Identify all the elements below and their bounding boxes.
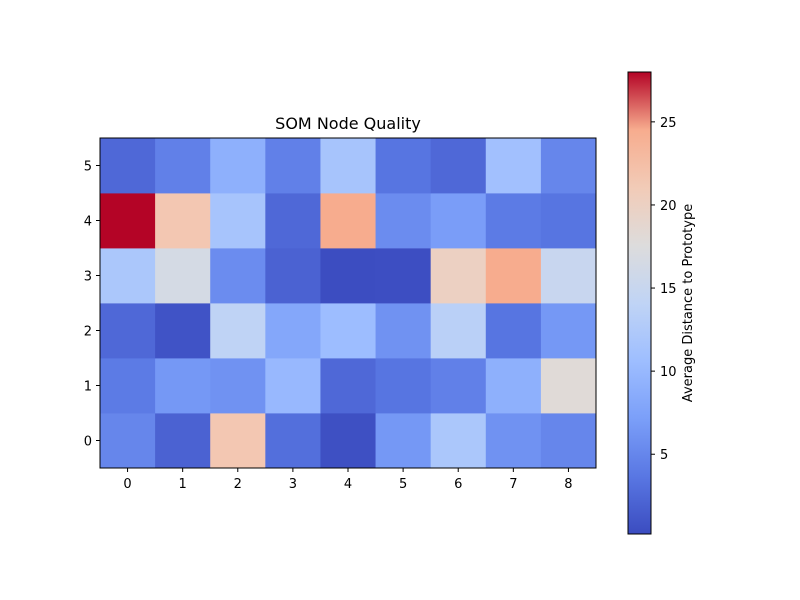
heatmap-cell (320, 193, 376, 249)
x-axis: 0 1 2 3 4 5 6 7 8 (123, 468, 573, 492)
colorbar (627, 71, 652, 535)
heatmap-cell (540, 413, 597, 469)
heatmap-cell (155, 358, 211, 414)
chart-title: SOM Node Quality (275, 114, 421, 133)
heatmap-cell (265, 413, 321, 469)
y-tick-label: 1 (84, 380, 92, 395)
heatmap-cell (320, 358, 376, 414)
heatmap-cell (320, 413, 376, 469)
x-tick-label: 2 (234, 477, 242, 492)
y-tick-label: 2 (84, 325, 92, 340)
heatmap-cell (210, 138, 266, 194)
x-tick-label: 4 (344, 477, 352, 492)
x-tick-label: 5 (399, 477, 407, 492)
heatmap-cell (430, 303, 487, 359)
heatmap-cell (265, 248, 321, 304)
heatmap-cell (430, 248, 487, 304)
heatmap-cell (375, 413, 432, 469)
heatmap-cell (155, 193, 211, 249)
heatmap-cell (210, 193, 266, 249)
x-tick-label: 1 (179, 477, 187, 492)
x-tick-label: 3 (289, 477, 297, 492)
heatmap-cell (485, 358, 542, 414)
heatmap-cell (100, 413, 156, 469)
heatmap-cell (485, 303, 542, 359)
colorbar-tick-label: 15 (660, 282, 677, 297)
heatmap-cell (155, 138, 211, 194)
heatmap-cell (210, 303, 266, 359)
heatmap-cell (320, 138, 376, 194)
heatmap-cell (540, 358, 597, 414)
heatmap-cell (430, 193, 487, 249)
heatmap-cell (540, 248, 597, 304)
heatmap-cell (485, 248, 542, 304)
heatmap-cell (265, 358, 321, 414)
y-tick-label: 5 (84, 160, 92, 175)
heatmap-cell (100, 358, 156, 414)
heatmap-cell (430, 358, 487, 414)
heatmap-cell (375, 193, 432, 249)
heatmap-cell (100, 138, 156, 194)
colorbar-tick-label: 25 (660, 116, 677, 131)
heatmap-cell (265, 193, 321, 249)
heatmap-cell (375, 138, 432, 194)
heatmap-cell (210, 358, 266, 414)
heatmap-cell (100, 303, 156, 359)
heatmap-cell (155, 413, 211, 469)
colorbar-tick-label: 10 (660, 365, 677, 380)
heatmap-cell (375, 303, 432, 359)
heatmap-cell (430, 413, 487, 469)
heatmap-cell (485, 138, 542, 194)
y-tick-label: 0 (84, 435, 92, 450)
y-tick-label: 3 (84, 270, 92, 285)
heatmap-cell (430, 138, 487, 194)
heatmap-cell (265, 138, 321, 194)
heatmap-cell (320, 303, 376, 359)
heatmap-cell (320, 248, 376, 304)
heatmap-cell (540, 303, 597, 359)
heatmap-cell (540, 193, 597, 249)
heatmap-cell (485, 413, 542, 469)
x-tick-label: 0 (123, 477, 131, 492)
colorbar-axis: 5 10 15 20 25 (651, 116, 677, 463)
y-axis: 0 1 2 3 4 5 (84, 160, 100, 450)
heatmap-cell (155, 303, 211, 359)
x-tick-label: 6 (454, 477, 462, 492)
x-tick-label: 8 (564, 477, 572, 492)
heatmap-cells (100, 138, 597, 469)
heatmap-cell (100, 193, 156, 249)
heatmap-cell (100, 248, 156, 304)
heatmap-cell (375, 358, 432, 414)
heatmap-cell (210, 248, 266, 304)
colorbar-tick-label: 5 (660, 448, 668, 463)
heatmap-cell (155, 248, 211, 304)
colorbar-label: Average Distance to Prototype (681, 204, 696, 402)
heatmap-cell (485, 193, 542, 249)
colorbar-tick-label: 20 (660, 199, 677, 214)
heatmap-cell (375, 248, 432, 304)
y-tick-label: 4 (84, 215, 92, 230)
heatmap-cell (540, 138, 597, 194)
heatmap-cell (210, 413, 266, 469)
x-tick-label: 7 (509, 477, 517, 492)
heatmap-cell (265, 303, 321, 359)
